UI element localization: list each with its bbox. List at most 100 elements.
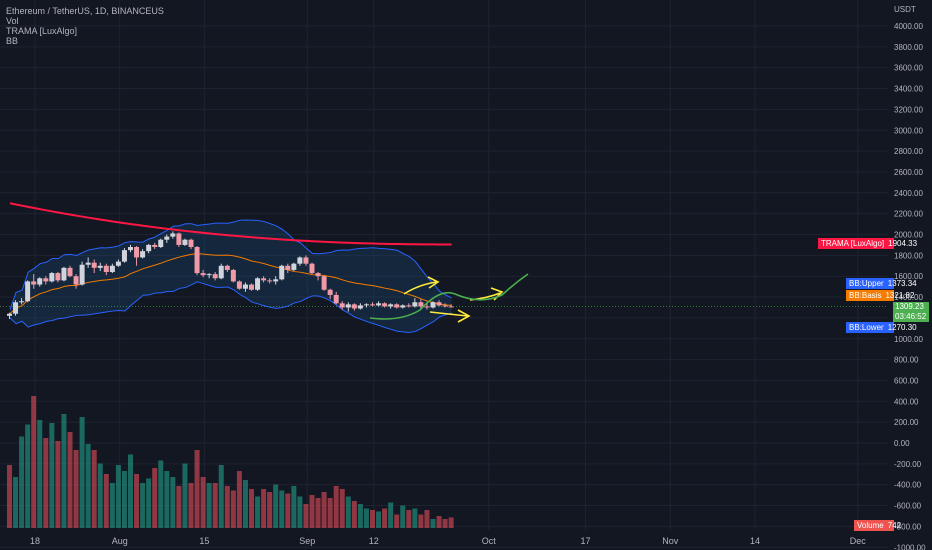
annotation-arrow-flat bbox=[429, 311, 469, 317]
volume-bar bbox=[315, 498, 321, 528]
candle-countdown: 03:46:52 bbox=[895, 312, 927, 321]
volume-bar bbox=[267, 492, 273, 528]
price-tick-label: -800.00 bbox=[894, 522, 922, 531]
price-tick-label: 2200.00 bbox=[894, 210, 923, 219]
time-tick-label: 18 bbox=[30, 536, 40, 546]
price-tick-label: 0.00 bbox=[894, 439, 910, 448]
volume-bar bbox=[309, 495, 315, 528]
volume-bar bbox=[279, 490, 285, 528]
volume-bar bbox=[55, 441, 61, 528]
last-price-value: 1309.23 bbox=[895, 302, 924, 311]
candle-body bbox=[182, 239, 188, 245]
volume-bar bbox=[152, 468, 158, 528]
candle-body bbox=[25, 281, 31, 302]
volume-bar bbox=[382, 508, 388, 528]
price-tick-label: -400.00 bbox=[894, 481, 922, 490]
volume-bar bbox=[61, 414, 67, 528]
annotation-arrowhead-flat bbox=[457, 309, 471, 323]
candle-body bbox=[49, 273, 55, 282]
volume-bar bbox=[25, 424, 31, 528]
volume-bar bbox=[224, 486, 230, 528]
candle-body bbox=[442, 305, 448, 307]
volume-bar bbox=[49, 423, 55, 528]
volume-bar bbox=[7, 465, 12, 528]
candle-body bbox=[424, 306, 430, 308]
price-tick-label: 400.00 bbox=[894, 397, 919, 406]
candle-body bbox=[430, 302, 436, 308]
legend-symbol[interactable]: Ethereum / TetherUS, 1D, BINANCEUS bbox=[6, 6, 164, 16]
trama-line bbox=[9, 202, 452, 246]
volume-bar bbox=[400, 505, 406, 528]
candle-body bbox=[176, 233, 182, 245]
volume-bar bbox=[442, 519, 448, 528]
trama-tag-value: 1904.33 bbox=[888, 239, 918, 248]
candle-body bbox=[109, 265, 115, 273]
candle-body bbox=[146, 244, 152, 252]
candle-body bbox=[406, 305, 412, 307]
annotation-arrow-up bbox=[403, 281, 437, 295]
candle-body bbox=[303, 257, 309, 264]
bb-upper-tag: BB:Upper 1373.34 bbox=[846, 278, 917, 289]
bb-basis-tag-label: BB:Basis bbox=[849, 291, 882, 300]
volume-bar bbox=[291, 486, 297, 528]
volume-bar bbox=[176, 486, 182, 528]
price-tick-label: 3600.00 bbox=[894, 64, 923, 73]
volume-bar bbox=[164, 471, 170, 528]
candle-body bbox=[418, 302, 424, 307]
price-tick-label: -1000.00 bbox=[894, 543, 926, 550]
volume-bar bbox=[418, 514, 424, 528]
candle-body bbox=[212, 274, 218, 279]
candle-body bbox=[128, 247, 133, 251]
volume-bar bbox=[351, 501, 357, 528]
legend-bb[interactable]: BB bbox=[6, 36, 19, 46]
volume-bar bbox=[170, 477, 176, 528]
candle-body bbox=[188, 239, 194, 248]
bb-upper-tag-label: BB:Upper bbox=[849, 279, 884, 288]
volume-bar bbox=[13, 477, 19, 528]
candle-body bbox=[400, 305, 406, 308]
price-tick-label: 3800.00 bbox=[894, 43, 923, 52]
volume-bar bbox=[230, 490, 236, 528]
candle-body bbox=[103, 265, 109, 273]
volume-bar bbox=[394, 514, 400, 528]
volume-bar bbox=[345, 496, 351, 528]
volume-bar bbox=[412, 508, 418, 528]
candle-body bbox=[140, 251, 146, 258]
candle-body bbox=[121, 250, 127, 262]
candle-body bbox=[376, 303, 382, 306]
candle-body bbox=[230, 269, 236, 282]
candle-body bbox=[19, 301, 25, 303]
time-tick-label: 14 bbox=[750, 536, 760, 546]
volume-bar bbox=[97, 463, 103, 528]
candle-body bbox=[115, 261, 121, 266]
volume-bar bbox=[212, 483, 218, 528]
candle-body bbox=[134, 247, 140, 258]
time-tick-label: Oct bbox=[482, 536, 497, 546]
price-tick-label: 2600.00 bbox=[894, 168, 923, 177]
candle-body bbox=[61, 267, 67, 281]
candle-body bbox=[351, 304, 357, 309]
candle-body bbox=[285, 265, 291, 270]
volume-bar bbox=[146, 478, 152, 528]
volume-bar bbox=[43, 438, 49, 528]
volume-bar bbox=[303, 504, 309, 528]
volume-tag-label: Volume bbox=[857, 521, 884, 530]
legend-trama[interactable]: TRAMA [LuxAlgo] bbox=[6, 26, 78, 36]
volume-bar bbox=[424, 510, 430, 528]
price-unit-label: USDT bbox=[894, 5, 916, 14]
volume-bar bbox=[321, 492, 327, 528]
legend-volume[interactable]: Vol bbox=[6, 16, 19, 26]
candle-body bbox=[309, 263, 315, 274]
bb-basis-tag-value: 1321.82 bbox=[885, 291, 915, 300]
candle-body bbox=[255, 278, 261, 290]
chart-legend: Ethereum / TetherUS, 1D, BINANCEUS Vol T… bbox=[6, 6, 164, 46]
trama-tag-label: TRAMA [LuxAlgo] bbox=[821, 239, 885, 248]
candle-body bbox=[170, 233, 176, 237]
volume-bar bbox=[140, 483, 146, 528]
candle-body bbox=[321, 276, 327, 290]
candle-body bbox=[333, 294, 339, 304]
price-tick-label: 1000.00 bbox=[894, 335, 923, 344]
candle-body bbox=[345, 304, 351, 308]
bb-basis-tag: BB:Basis 1321.82 bbox=[846, 290, 914, 301]
